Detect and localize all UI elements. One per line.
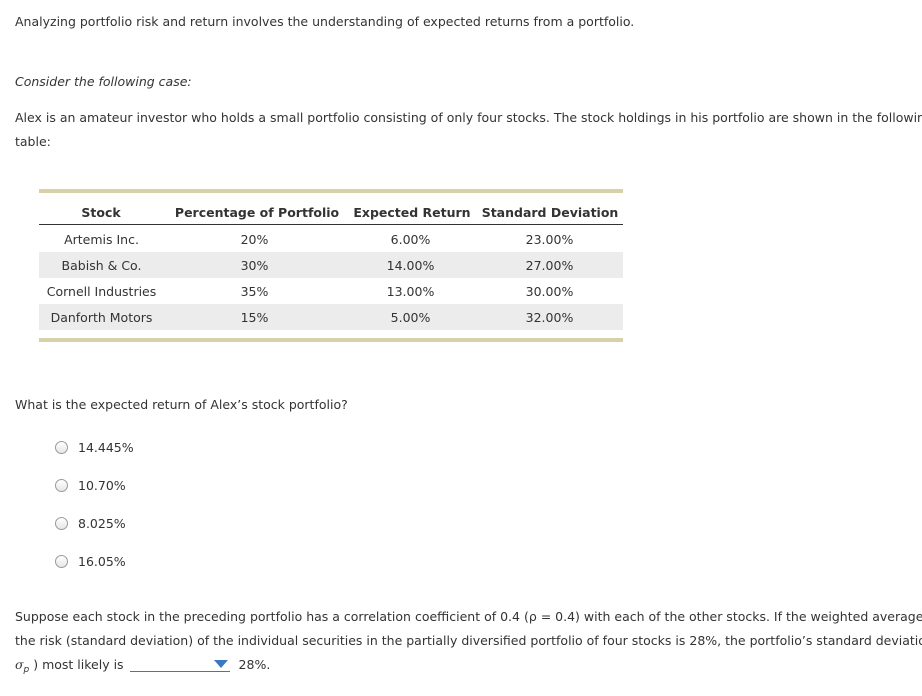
- radio-button[interactable]: [55, 478, 68, 492]
- question-correlation-line-1: Suppose each stock in the preceding port…: [15, 609, 922, 624]
- question-expected-return: What is the expected return of Alex’s st…: [15, 397, 348, 412]
- table-row: Artemis Inc. 20% 6.00% 23.00%: [39, 226, 623, 252]
- cell-standard-deviation: 30.00%: [525, 283, 574, 299]
- radio-button[interactable]: [55, 440, 68, 454]
- cell-stock: Danforth Motors: [50, 309, 153, 325]
- answer-option-label: 16.05%: [78, 553, 126, 569]
- cell-percentage: 20%: [240, 231, 269, 247]
- cell-standard-deviation: 27.00%: [525, 257, 574, 273]
- cell-stock: Babish & Co.: [61, 257, 142, 273]
- answer-option[interactable]: 16.05%: [55, 553, 126, 569]
- cell-percentage: 35%: [240, 283, 269, 299]
- cell-standard-deviation: 32.00%: [525, 309, 574, 325]
- cell-stock: Cornell Industries: [46, 283, 157, 299]
- answer-option-label: 8.025%: [78, 515, 126, 531]
- cell-expected-return: 14.00%: [386, 257, 435, 273]
- table-row: Babish & Co. 30% 14.00% 27.00%: [39, 252, 623, 278]
- cell-expected-return: 13.00%: [386, 283, 435, 299]
- case-description-line-1: Alex is an amateur investor who holds a …: [15, 110, 922, 125]
- portfolio-table: Stock Percentage of Portfolio Expected R…: [39, 189, 623, 342]
- sigma-symbol: σ: [15, 657, 24, 672]
- case-description-line-2: table:: [15, 134, 51, 149]
- intro-text: Analyzing portfolio risk and return invo…: [15, 14, 635, 29]
- table-row: Cornell Industries 35% 13.00% 30.00%: [39, 278, 623, 304]
- table-header-row: Stock Percentage of Portfolio Expected R…: [39, 200, 623, 225]
- std-dev-comparison-dropdown[interactable]: [129, 657, 230, 672]
- header-percentage: Percentage of Portfolio: [174, 204, 340, 220]
- table-row: Danforth Motors 15% 5.00% 32.00%: [39, 304, 623, 330]
- header-standard-deviation: Standard Deviation: [481, 204, 619, 220]
- cell-stock: Artemis Inc.: [64, 231, 139, 247]
- answer-option-label: 14.445%: [78, 439, 134, 455]
- question-correlation-line-3: σp ) most likely is 28%.: [15, 657, 270, 675]
- line-3-suffix: 28%.: [238, 657, 271, 672]
- cell-percentage: 30%: [240, 257, 269, 273]
- case-heading: Consider the following case:: [15, 74, 192, 89]
- question-correlation-line-2: the risk (standard deviation) of the ind…: [15, 633, 922, 648]
- cell-percentage: 15%: [240, 309, 269, 325]
- cell-expected-return: 5.00%: [390, 309, 431, 325]
- cell-standard-deviation: 23.00%: [525, 231, 574, 247]
- sigma-subscript: p: [23, 665, 30, 675]
- answer-option[interactable]: 14.445%: [55, 439, 134, 455]
- answer-option-label: 10.70%: [78, 477, 126, 493]
- answer-option[interactable]: 10.70%: [55, 477, 126, 493]
- radio-button[interactable]: [55, 554, 68, 568]
- chevron-down-icon[interactable]: [213, 660, 228, 668]
- radio-button[interactable]: [55, 516, 68, 530]
- header-stock: Stock: [81, 204, 121, 220]
- cell-expected-return: 6.00%: [390, 231, 431, 247]
- header-expected-return: Expected Return: [353, 204, 471, 220]
- line-3-prefix: ) most likely is: [33, 657, 124, 672]
- answer-option[interactable]: 8.025%: [55, 515, 126, 531]
